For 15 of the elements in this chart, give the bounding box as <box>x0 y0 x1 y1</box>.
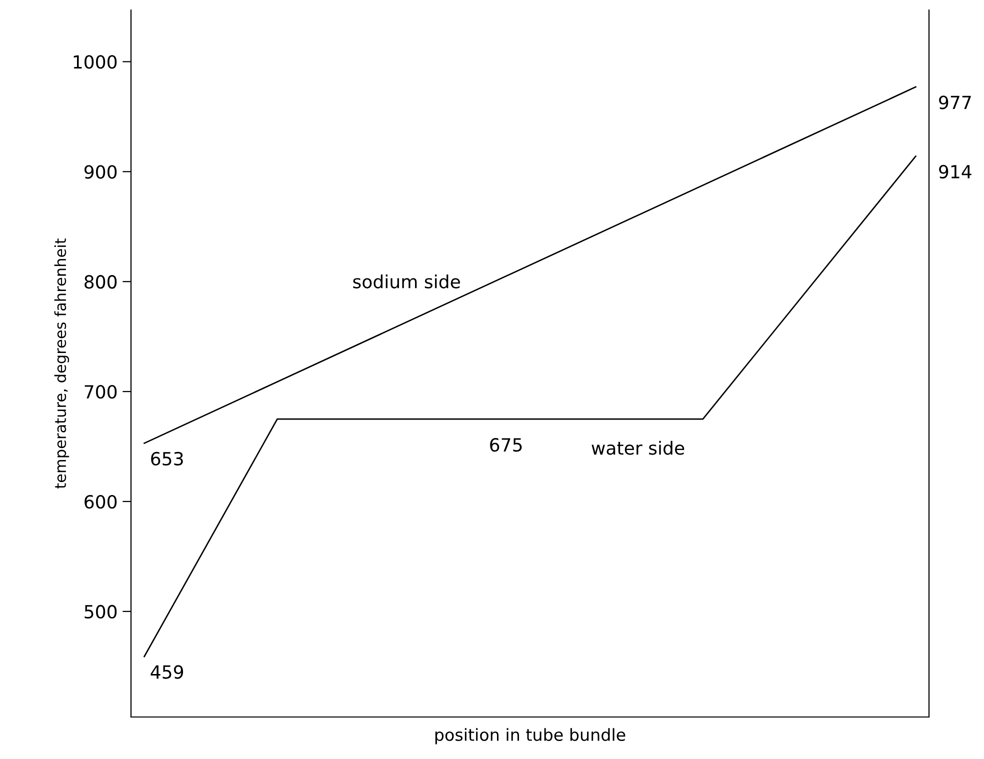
y-tick-label: 1000 <box>74 55 117 69</box>
y-tick-label: 900 <box>84 165 117 179</box>
data-label: 977 <box>939 96 971 110</box>
data-label: 459 <box>150 665 184 679</box>
y-axis-title: temperature, degrees fahrenheit <box>54 238 70 489</box>
series-label: sodium side <box>353 274 460 288</box>
series-label: water side <box>592 440 684 455</box>
x-axis-title: position in tube bundle <box>435 728 626 744</box>
y-tick-label: 700 <box>84 384 117 399</box>
y-tick-label: 600 <box>84 494 117 509</box>
y-tick-label: 800 <box>84 275 117 289</box>
data-label: 653 <box>151 452 183 466</box>
data-label: 914 <box>939 164 972 179</box>
y-tick-label: 500 <box>84 604 117 619</box>
annotation: 675 <box>490 438 522 452</box>
